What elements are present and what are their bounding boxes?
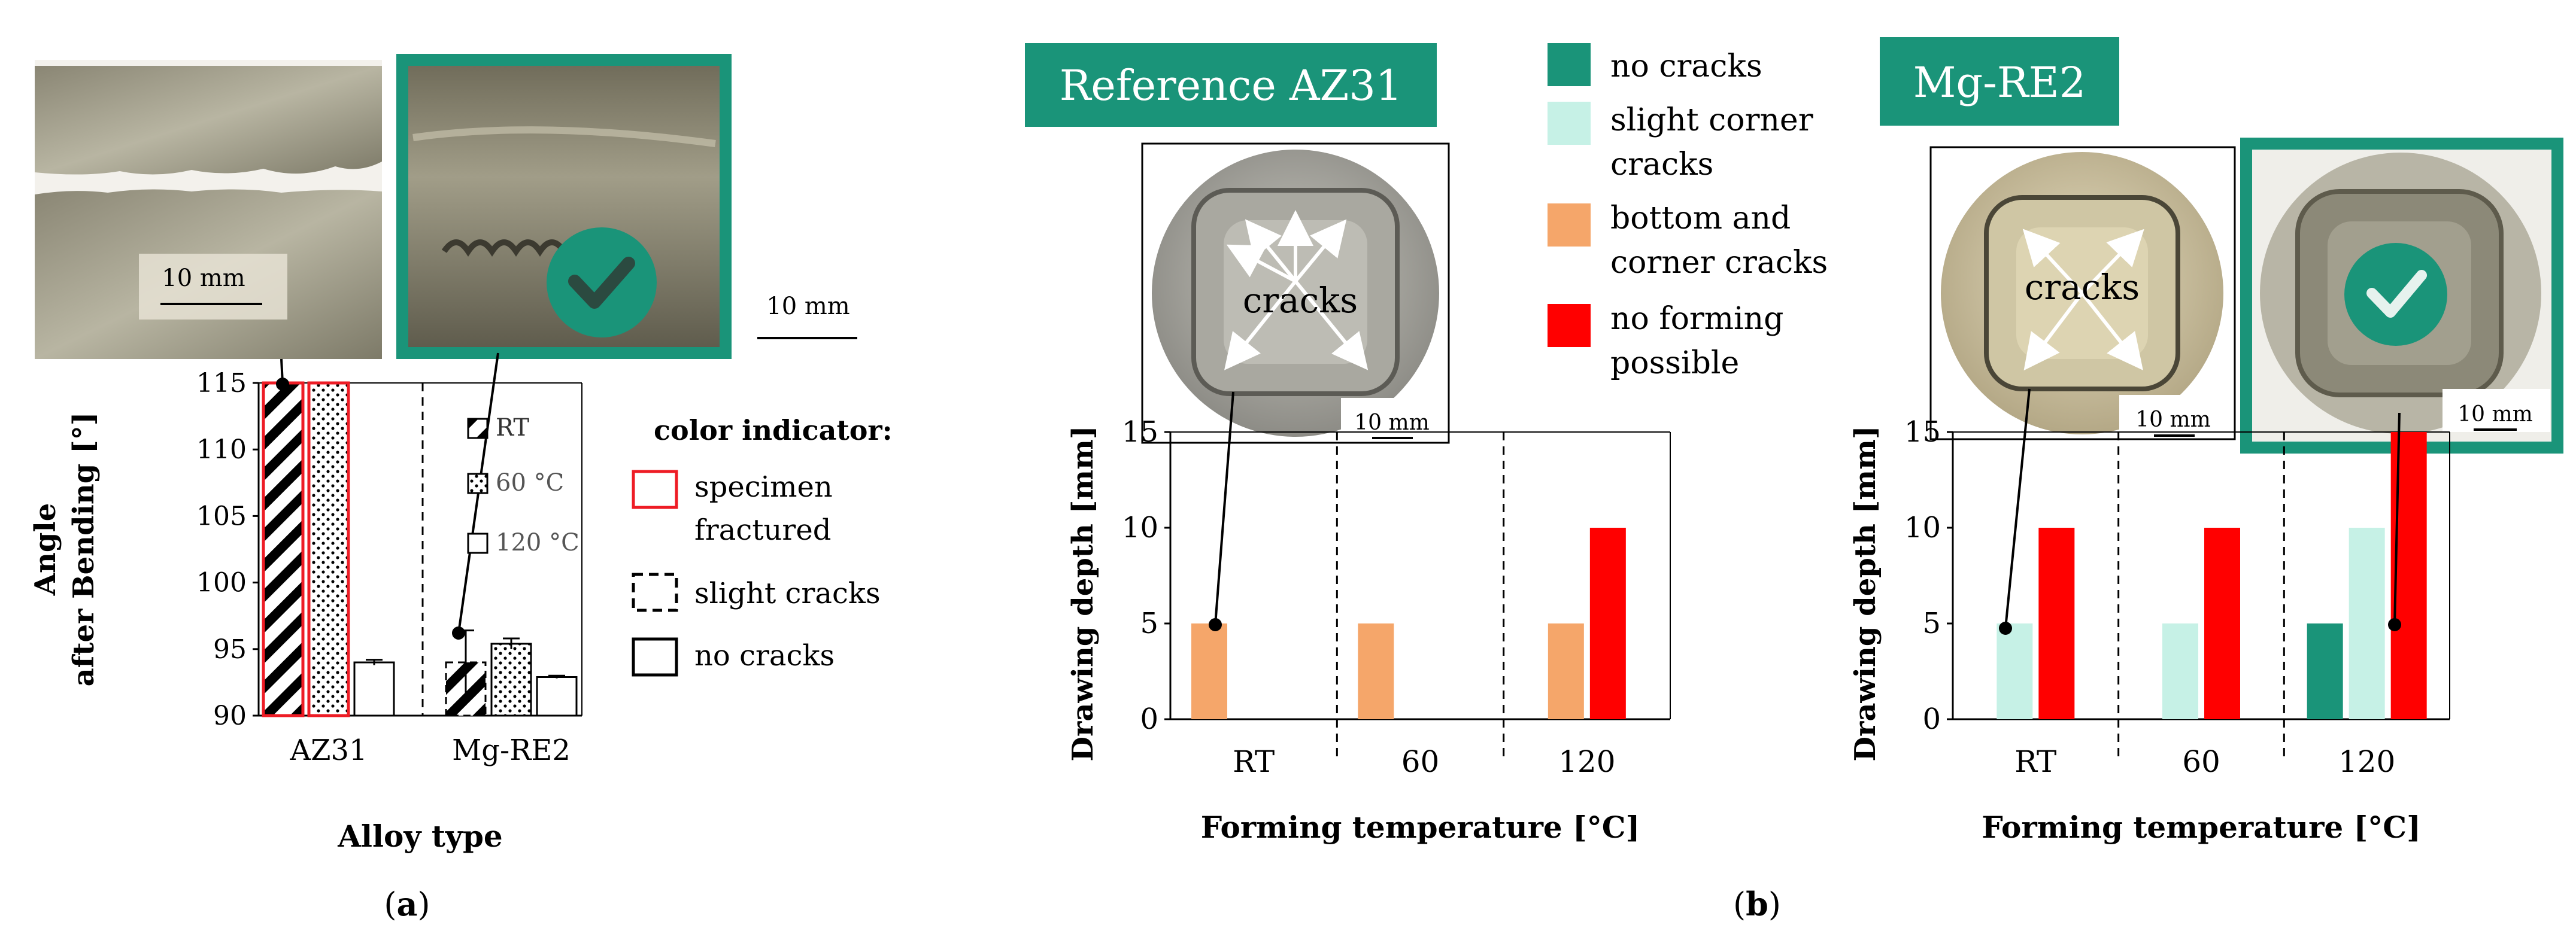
y-tick-label: 90 bbox=[213, 701, 247, 731]
panel-a: 10 mm 10 mm 90 95 100 105 110 115 Angle after B… bbox=[29, 54, 893, 923]
check-icon bbox=[547, 227, 657, 337]
x-tick-label: RT bbox=[2014, 744, 2056, 779]
color-indicator-title: color indicator: bbox=[654, 414, 893, 446]
legend-no-forming-line2: possible bbox=[1610, 345, 1739, 381]
pattern-legend-rt: RT bbox=[496, 414, 529, 442]
bar-az31-0 bbox=[262, 381, 305, 717]
az31-photo-scale-label: 10 mm bbox=[1354, 410, 1430, 435]
bar-az31-2 bbox=[353, 661, 395, 717]
bar-mg-re2-1 bbox=[490, 643, 532, 717]
photo-a1-scale-label: 10 mm bbox=[162, 264, 245, 292]
mgre2-cracks-label: cracks bbox=[2025, 267, 2140, 308]
y-tick-label: 95 bbox=[213, 634, 247, 665]
mg-re2-title: Mg-RE2 bbox=[1913, 58, 2086, 107]
photo-connector-dot-a1 bbox=[276, 378, 289, 391]
check-icon-b bbox=[2344, 243, 2447, 346]
y-axis-label-line2: after Bending [°] bbox=[67, 412, 101, 687]
sublabel-b: (b) bbox=[1733, 885, 1781, 923]
y-tick-label: 15 bbox=[1122, 415, 1158, 449]
color-indicator-legend: color indicator: specimen fractured slig… bbox=[632, 414, 893, 677]
mgre2-good-cup-photo: 10 mm bbox=[2240, 138, 2563, 454]
photo-connector-dot-a2 bbox=[452, 626, 465, 640]
reference-az31-title: Reference AZ31 bbox=[1060, 61, 1403, 110]
bar-60-0 bbox=[1358, 623, 1394, 719]
x-tick-label: 60 bbox=[1401, 744, 1440, 779]
az31-cup-photo: cracks 10 mm bbox=[1141, 142, 1450, 444]
bar-120-0 bbox=[2307, 623, 2343, 719]
bar-120-0 bbox=[1548, 623, 1584, 719]
bar-120-1 bbox=[2349, 528, 2385, 719]
x-tick-label: 120 bbox=[1558, 744, 1615, 779]
legend-no-forming-line1: no forming bbox=[1610, 301, 1783, 337]
bar-120-1 bbox=[1589, 528, 1626, 719]
x-axis-label: Alloy type bbox=[337, 819, 503, 854]
x-tick-label: 120 bbox=[2338, 744, 2395, 779]
y-tick-label: 5 bbox=[1922, 607, 1941, 640]
legend-slight-corner-line2: cracks bbox=[1610, 147, 1713, 182]
y-tick-label: 0 bbox=[1140, 702, 1158, 736]
reference-az31-title-box: Reference AZ31 bbox=[1025, 43, 1437, 127]
az31-cracks-label: cracks bbox=[1243, 280, 1358, 321]
sublabel-a: (a) bbox=[384, 885, 430, 923]
mgre2-photo1-scale-label: 10 mm bbox=[2135, 407, 2211, 432]
fractured-specimen-photo: 10 mm bbox=[35, 60, 382, 359]
y-tick-label: 5 bbox=[1140, 607, 1158, 640]
x-tick-label: 60 bbox=[2182, 744, 2220, 779]
bar-60-0 bbox=[2162, 623, 2198, 719]
photo-connector-0 bbox=[1214, 391, 1234, 625]
legend-slight-cracks: slight cracks bbox=[694, 577, 881, 610]
legend-no-cracks-b: no cracks bbox=[1610, 48, 1762, 84]
y-tick-label: 15 bbox=[1904, 415, 1941, 449]
mgre2-cracked-cup-photo: cracks 10 mm bbox=[1929, 146, 2236, 440]
photo-a2-scale-label: 10 mm bbox=[766, 293, 849, 320]
bar-RT-1 bbox=[2038, 528, 2075, 719]
mgre2-photo2-scale-label: 10 mm bbox=[2457, 402, 2533, 427]
bar-RT-0 bbox=[1191, 623, 1227, 719]
legend-slight-corner-line1: slight corner bbox=[1610, 102, 1813, 138]
y-tick-label: 115 bbox=[196, 368, 247, 398]
x-axis-label: Forming temperature [°C] bbox=[1201, 810, 1640, 845]
drawing-status-legend: no cracks slight corner cracks bottom an… bbox=[1548, 43, 1828, 381]
bar-mg-re2-2 bbox=[536, 676, 578, 717]
bar-az31-1 bbox=[307, 381, 350, 717]
bar-RT-0 bbox=[1997, 623, 2033, 719]
y-tick-label: 10 bbox=[1122, 511, 1158, 544]
bending-angle-chart: 90 95 100 105 110 115 Angle after Bending [°] Al… bbox=[29, 352, 582, 854]
y-tick-label: 100 bbox=[196, 568, 247, 598]
photo-connector-0 bbox=[2004, 388, 2031, 629]
x-axis-label: Forming temperature [°C] bbox=[1982, 810, 2421, 845]
y-tick-label: 105 bbox=[196, 501, 247, 531]
pattern-legend-120: 120 °C bbox=[496, 529, 579, 556]
pattern-legend-60: 60 °C bbox=[496, 469, 564, 497]
legend-no-cracks: no cracks bbox=[694, 639, 835, 673]
photo-connector-1 bbox=[2393, 412, 2401, 625]
legend-bottom-corner-line1: bottom and bbox=[1610, 200, 1791, 236]
x-tick-label: AZ31 bbox=[289, 734, 367, 767]
legend-fractured-line1: specimen bbox=[694, 470, 833, 504]
legend-fractured-line2: fractured bbox=[694, 513, 832, 547]
y-tick-label: 110 bbox=[196, 434, 247, 465]
x-tick-label: RT bbox=[1233, 744, 1275, 779]
bent-specimen-photo bbox=[396, 54, 732, 359]
bar-60-1 bbox=[2204, 528, 2240, 719]
mg-re2-title-box: Mg-RE2 bbox=[1880, 37, 2119, 126]
photo-connector-dot-1 bbox=[2388, 618, 2401, 631]
legend-bottom-corner-line2: corner cracks bbox=[1610, 245, 1828, 281]
photo-connector-dot-0 bbox=[1999, 622, 2012, 635]
y-tick-label: 0 bbox=[1922, 702, 1941, 736]
photo-connector-dot-0 bbox=[1209, 618, 1222, 631]
drawing-depth-az31-chart: 0 5 10 15 Drawing depth [mm] Forming temperat… bbox=[1066, 391, 1671, 845]
drawing-depth-mgre2-chart: 0 5 10 15 Drawing depth [mm] Forming temperat… bbox=[1849, 388, 2450, 845]
y-tick-label: 10 bbox=[1904, 511, 1941, 544]
x-tick-label: Mg-RE2 bbox=[452, 734, 571, 767]
y-axis-label: Angle bbox=[29, 503, 62, 596]
panel-b: Reference AZ31 Mg-RE2 no cracks slight c… bbox=[1025, 37, 2563, 923]
y-axis-label: Drawing depth [mm] bbox=[1066, 425, 1100, 761]
temperature-pattern-legend: RT 60 °C 120 °C bbox=[467, 414, 579, 556]
y-axis-label: Drawing depth [mm] bbox=[1849, 425, 1882, 761]
